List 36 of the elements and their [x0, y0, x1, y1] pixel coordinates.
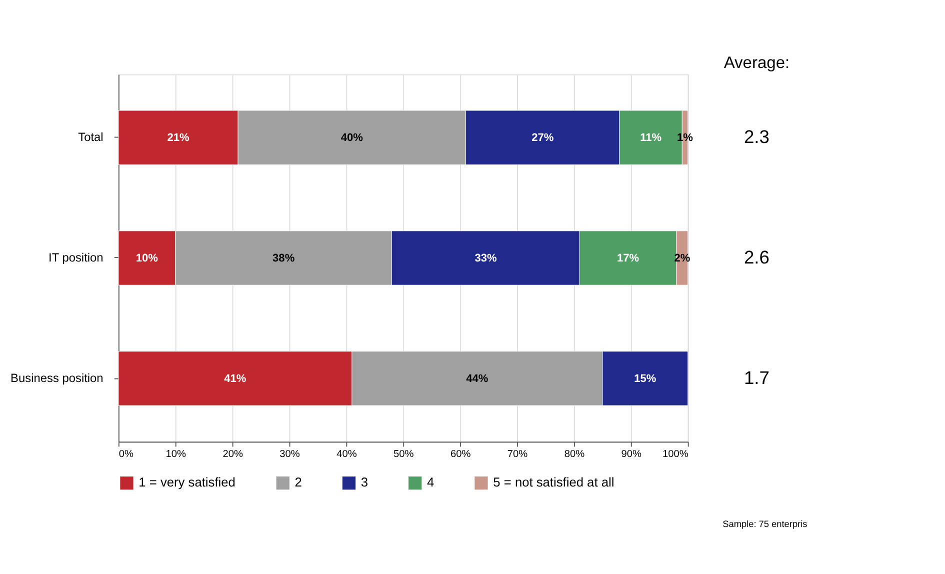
- x-tick-label: 80%: [564, 448, 585, 460]
- text: Sample: 75 enterpris: [722, 519, 808, 530]
- data-label: 21%: [167, 132, 190, 144]
- x-tick-label: 30%: [280, 448, 300, 460]
- legend-label: 3: [360, 474, 368, 490]
- x-tick-label: 20%: [222, 448, 243, 460]
- x-tick-label: 40%: [336, 448, 357, 460]
- data-label: 40%: [340, 132, 364, 144]
- legend-label: 2: [294, 474, 302, 490]
- legend-label: 4: [427, 474, 434, 490]
- x-tick-label: 60%: [450, 448, 471, 460]
- data-label: 38%: [272, 252, 295, 265]
- y-tick-label: Total: [78, 130, 104, 144]
- x-tick-label: 0%: [118, 448, 134, 460]
- data-label: 1%: [677, 132, 694, 144]
- x-tick-label: 90%: [621, 448, 642, 460]
- text: 2.3: [744, 126, 770, 148]
- text: 1.7: [744, 366, 770, 388]
- data-label: 41%: [224, 373, 246, 386]
- data-label: 17%: [617, 252, 640, 265]
- data-label: 27%: [532, 132, 554, 144]
- data-label: 44%: [466, 373, 488, 386]
- text: Average:: [724, 52, 790, 72]
- x-tick-label: 50%: [394, 448, 414, 460]
- y-tick-label: IT position: [48, 250, 104, 265]
- text: 2.6: [744, 246, 770, 268]
- legend-label: 1 = very satisfied: [138, 474, 236, 490]
- data-label: 10%: [136, 252, 158, 265]
- legend-label: 5 = not satisfied at all: [493, 474, 614, 490]
- data-label: 11%: [640, 132, 662, 144]
- y-tick-label: Business position: [10, 371, 104, 386]
- x-tick-label: 10%: [166, 448, 186, 460]
- x-tick-label: 100%: [662, 448, 688, 460]
- x-tick-label: 70%: [507, 448, 528, 460]
- data-label: 15%: [634, 373, 656, 386]
- data-label: 33%: [474, 252, 497, 265]
